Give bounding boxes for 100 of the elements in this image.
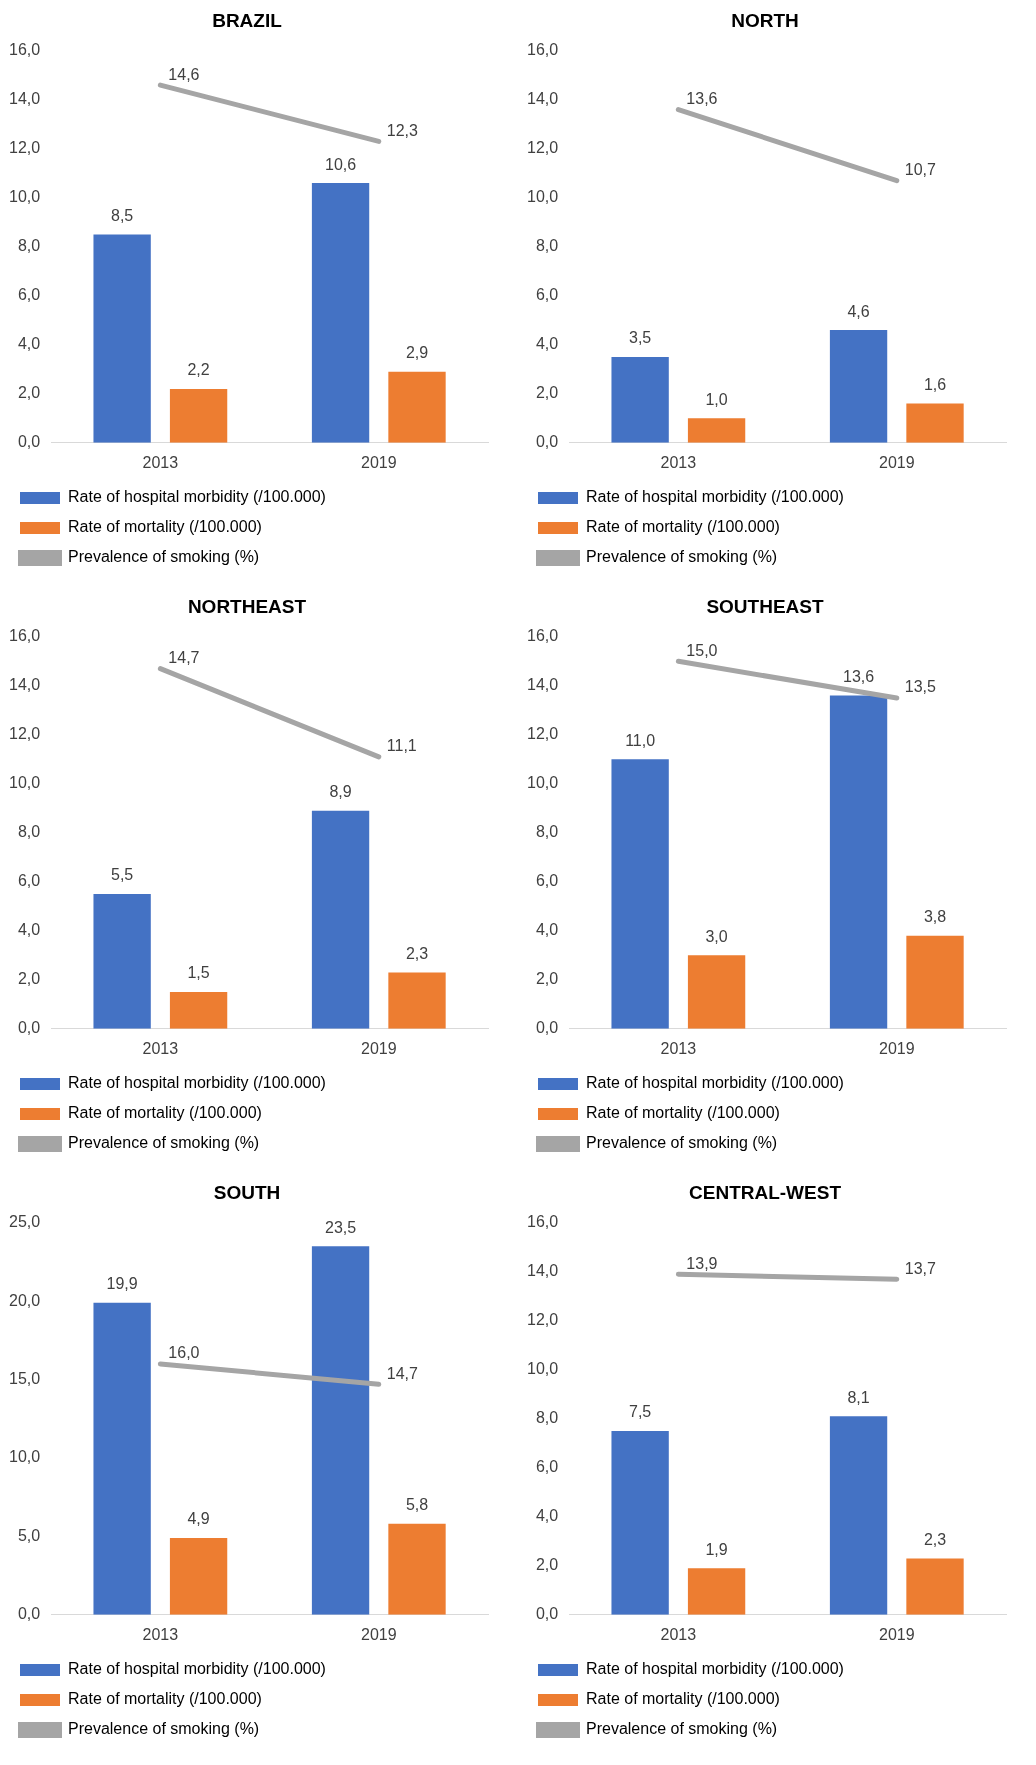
chart-title: SOUTHEAST (706, 595, 824, 617)
y-tick-label: 14,0 (527, 1262, 559, 1280)
chart-title: SOUTH (213, 1181, 281, 1203)
bar (169, 1537, 228, 1615)
data-label: 1,0 (705, 390, 728, 408)
y-tick-label: 16,0 (527, 627, 559, 645)
data-label: 10,7 (904, 161, 937, 179)
y-tick-label: 12,0 (527, 139, 559, 157)
y-tick-label: 0,0 (535, 1605, 559, 1623)
bar (93, 1302, 151, 1615)
y-tick-label: 15,0 (9, 1370, 41, 1388)
y-tick-label: 14,0 (527, 90, 559, 108)
x-tick-label: 2019 (360, 1625, 397, 1643)
chart-title: NORTHEAST (187, 595, 307, 617)
y-tick-label: 16,0 (9, 627, 41, 645)
bar (611, 357, 669, 443)
data-label: 3,5 (629, 329, 652, 347)
legend-label: Prevalence of smoking (%) (68, 1720, 260, 1738)
data-label: 11,0 (625, 731, 656, 749)
x-tick-label: 2019 (878, 1039, 915, 1057)
bar (311, 1246, 370, 1615)
x-tick-label: 2013 (660, 1039, 697, 1057)
legend-label: Rate of hospital morbidity (/100.000) (68, 1074, 326, 1092)
x-tick-label: 2013 (660, 1625, 697, 1643)
data-label: 8,9 (329, 783, 352, 801)
bar (687, 955, 746, 1029)
y-tick-label: 25,0 (9, 1213, 41, 1231)
y-tick-label: 14,0 (527, 676, 559, 694)
data-label: 3,0 (705, 927, 728, 945)
data-label: 2,9 (405, 344, 429, 362)
bar (311, 183, 370, 443)
bar (169, 992, 228, 1029)
y-tick-label: 8,0 (535, 1409, 559, 1427)
y-tick-label: 12,0 (527, 1311, 559, 1329)
bar (829, 1416, 888, 1615)
y-tick-label: 0,0 (535, 1019, 559, 1037)
y-tick-label: 0,0 (17, 1605, 41, 1623)
y-tick-label: 12,0 (9, 139, 41, 157)
bar (687, 1568, 746, 1615)
y-tick-label: 16,0 (527, 41, 559, 59)
legend-label: Rate of mortality (/100.000) (586, 1690, 780, 1708)
y-tick-label: 2,0 (535, 384, 559, 402)
chart-title: NORTH (731, 9, 799, 31)
data-label: 11,1 (386, 737, 417, 755)
x-tick-label: 2013 (142, 453, 179, 471)
y-tick-label: 16,0 (527, 1213, 559, 1231)
bar (906, 935, 964, 1029)
y-tick-label: 8,0 (535, 823, 559, 841)
data-label: 13,6 (842, 668, 875, 686)
data-label: 2,2 (187, 361, 210, 379)
data-label: 5,8 (405, 1496, 429, 1514)
data-label: 13,5 (904, 678, 937, 696)
legend-label: Prevalence of smoking (%) (586, 1720, 778, 1738)
bar (388, 1523, 446, 1615)
y-tick-label: 10,0 (527, 1360, 559, 1378)
legend-label: Rate of hospital morbidity (/100.000) (68, 1660, 326, 1678)
bar (169, 388, 228, 443)
y-tick-label: 4,0 (535, 1507, 559, 1525)
bar (388, 371, 446, 443)
y-tick-label: 0,0 (17, 1019, 41, 1037)
x-tick-label: 2019 (878, 1625, 915, 1643)
y-tick-label: 2,0 (535, 970, 559, 988)
data-label: 15,0 (686, 641, 718, 659)
y-tick-label: 6,0 (17, 872, 41, 890)
chart-title: CENTRAL-WEST (689, 1181, 842, 1203)
y-tick-label: 8,0 (17, 823, 41, 841)
data-label: 14,7 (386, 1364, 419, 1382)
y-tick-label: 0,0 (535, 433, 559, 451)
legend-label: Rate of hospital morbidity (/100.000) (586, 488, 844, 506)
y-tick-label: 12,0 (9, 725, 41, 743)
y-tick-label: 8,0 (535, 237, 559, 255)
legend-label: Rate of mortality (/100.000) (586, 518, 780, 536)
data-label: 1,6 (923, 376, 947, 394)
data-label: 16,0 (168, 1344, 200, 1362)
data-label: 14,7 (168, 649, 200, 667)
y-tick-label: 6,0 (535, 1458, 559, 1476)
y-tick-label: 10,0 (527, 774, 559, 792)
bar (93, 234, 151, 443)
legend-label: Rate of hospital morbidity (/100.000) (586, 1074, 844, 1092)
y-tick-label: 4,0 (535, 921, 559, 939)
data-label: 13,9 (686, 1254, 718, 1272)
data-label: 13,7 (904, 1259, 937, 1277)
y-tick-label: 2,0 (17, 970, 41, 988)
y-tick-label: 14,0 (9, 676, 41, 694)
data-label: 19,9 (106, 1275, 138, 1293)
chart-title: BRAZIL (212, 9, 283, 31)
y-tick-label: 6,0 (17, 286, 41, 304)
bar (388, 972, 446, 1029)
legend-label: Prevalence of smoking (%) (68, 1134, 260, 1152)
data-label: 23,5 (324, 1218, 357, 1236)
y-tick-label: 2,0 (17, 384, 41, 402)
bar (311, 810, 370, 1029)
y-tick-label: 0,0 (17, 433, 41, 451)
bar (906, 403, 964, 443)
bar (829, 330, 888, 443)
data-label: 10,6 (324, 155, 357, 173)
data-label: 12,3 (386, 121, 419, 139)
legend-label: Rate of hospital morbidity (/100.000) (586, 1660, 844, 1678)
data-label: 8,1 (847, 1388, 870, 1406)
data-label: 1,9 (705, 1540, 728, 1558)
